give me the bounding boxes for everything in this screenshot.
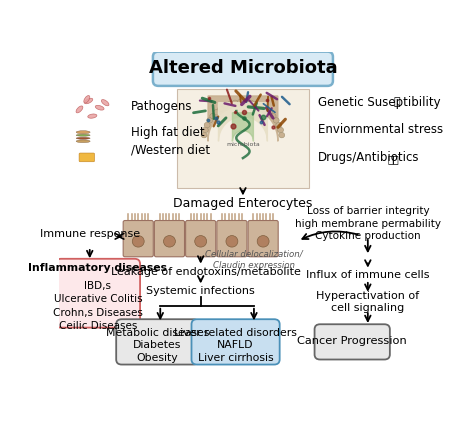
Text: Hyperactivation of
cell signaling: Hyperactivation of cell signaling — [316, 291, 419, 313]
Text: Leakage of endotoxins/metabolite: Leakage of endotoxins/metabolite — [111, 266, 301, 276]
Circle shape — [278, 127, 283, 133]
FancyBboxPatch shape — [191, 319, 280, 364]
Ellipse shape — [95, 106, 104, 110]
Text: Enviornmental stress: Enviornmental stress — [318, 123, 443, 136]
Text: High fat diet
/Western diet: High fat diet /Western diet — [131, 126, 210, 157]
Circle shape — [227, 102, 233, 107]
Text: Damaged Enterocytes: Damaged Enterocytes — [173, 197, 313, 210]
Text: 💉🟡: 💉🟡 — [388, 154, 400, 164]
FancyBboxPatch shape — [315, 324, 390, 360]
Circle shape — [248, 100, 254, 106]
FancyBboxPatch shape — [153, 51, 333, 86]
Text: 🧬: 🧬 — [394, 97, 401, 107]
Text: Loss of barrier integrity
high membrane permability
Cytokine production: Loss of barrier integrity high membrane … — [295, 206, 441, 242]
Circle shape — [218, 106, 223, 112]
Ellipse shape — [257, 235, 269, 247]
Ellipse shape — [76, 131, 90, 134]
Ellipse shape — [164, 235, 175, 247]
Ellipse shape — [84, 98, 93, 104]
Circle shape — [207, 118, 212, 123]
Text: Influx of immune cells: Influx of immune cells — [306, 270, 429, 280]
FancyBboxPatch shape — [55, 259, 140, 327]
Polygon shape — [208, 96, 278, 141]
FancyBboxPatch shape — [186, 221, 216, 257]
Ellipse shape — [226, 235, 238, 247]
Text: Metabolic diseases: Metabolic diseases — [106, 328, 209, 338]
Circle shape — [243, 99, 248, 105]
Circle shape — [237, 99, 243, 105]
Ellipse shape — [76, 137, 90, 139]
Ellipse shape — [195, 235, 207, 247]
Circle shape — [253, 102, 259, 107]
Circle shape — [266, 109, 273, 115]
FancyBboxPatch shape — [177, 89, 309, 188]
Circle shape — [210, 113, 216, 119]
FancyBboxPatch shape — [217, 221, 247, 257]
Ellipse shape — [76, 140, 90, 143]
FancyBboxPatch shape — [123, 221, 153, 257]
Circle shape — [270, 113, 276, 119]
Text: NAFLD
Liver cirrhosis: NAFLD Liver cirrhosis — [198, 340, 273, 363]
Circle shape — [232, 100, 238, 106]
FancyBboxPatch shape — [79, 153, 94, 162]
Circle shape — [258, 104, 264, 109]
Text: Drugs/Antibiotics: Drugs/Antibiotics — [318, 150, 420, 164]
Text: Altered Microbiota: Altered Microbiota — [149, 59, 337, 77]
FancyBboxPatch shape — [116, 319, 199, 364]
Ellipse shape — [88, 114, 97, 118]
Circle shape — [263, 106, 268, 112]
FancyBboxPatch shape — [248, 221, 278, 257]
Polygon shape — [232, 113, 254, 141]
Text: Inflammatory diseases: Inflammatory diseases — [28, 263, 167, 273]
Circle shape — [279, 133, 285, 138]
Ellipse shape — [76, 134, 90, 136]
Circle shape — [202, 127, 208, 133]
Text: Immune response: Immune response — [40, 229, 140, 239]
Ellipse shape — [132, 235, 144, 247]
Circle shape — [201, 133, 207, 138]
Text: Systemic infections: Systemic infections — [146, 286, 255, 296]
Circle shape — [213, 109, 219, 115]
Circle shape — [276, 123, 282, 128]
Text: Cellular delocalization/
Claudin expression: Cellular delocalization/ Claudin express… — [205, 250, 303, 270]
Circle shape — [204, 123, 210, 128]
Text: Pathogens: Pathogens — [131, 100, 192, 113]
Polygon shape — [219, 102, 267, 141]
Circle shape — [273, 118, 279, 123]
Text: microbiota: microbiota — [226, 142, 260, 147]
FancyBboxPatch shape — [155, 221, 184, 257]
Text: Cancer Progression: Cancer Progression — [297, 337, 407, 346]
Text: Genetic Suseptibility: Genetic Suseptibility — [318, 95, 441, 109]
Text: Diabetes
Obesity: Diabetes Obesity — [133, 340, 182, 363]
Text: Liver related disorders: Liver related disorders — [174, 327, 297, 337]
Ellipse shape — [76, 106, 83, 113]
Ellipse shape — [84, 95, 90, 103]
Text: IBD,s
Ulcerative Colitis
Crohn,s Diseases
Ceilic Diseases: IBD,s Ulcerative Colitis Crohn,s Disease… — [53, 281, 143, 331]
Circle shape — [222, 104, 228, 109]
Ellipse shape — [101, 99, 109, 106]
